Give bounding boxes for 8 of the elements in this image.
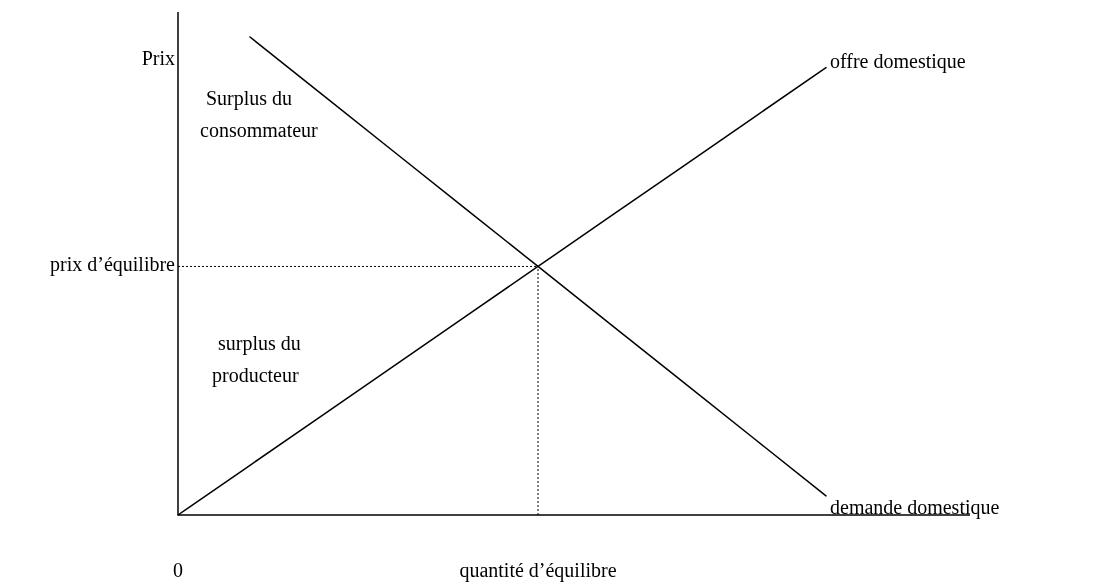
annotation: Surplus du consommateur	[200, 86, 319, 141]
ref-line-label: prix d’équilibre	[50, 253, 176, 277]
y-axis-title: Prix	[141, 46, 175, 69]
series-label: offre domestique	[830, 50, 966, 74]
annotation: surplus du producteur	[212, 331, 301, 387]
series-label: demande domestique	[830, 496, 1000, 520]
x-tick-label: quantité d’équilibre	[459, 558, 617, 582]
x-tick-label: 0	[173, 558, 183, 581]
